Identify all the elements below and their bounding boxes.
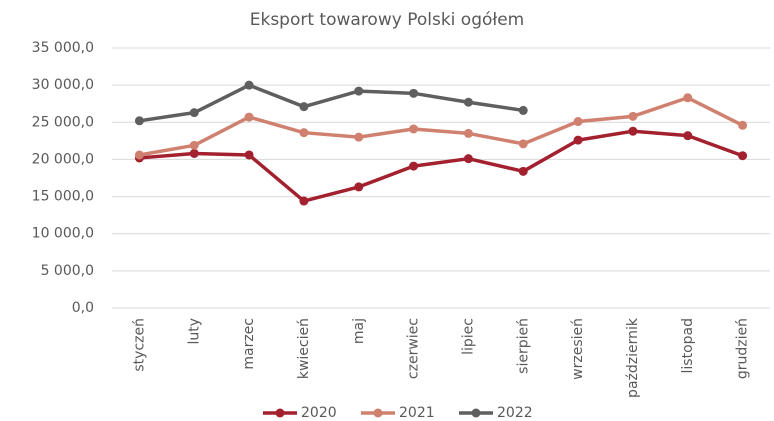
- legend-label: 2021: [399, 405, 435, 421]
- point: [409, 124, 419, 134]
- y-tick-label: 25 000,0: [32, 114, 94, 130]
- point: [299, 196, 309, 206]
- point: [189, 148, 199, 158]
- series-line: [139, 83, 524, 123]
- point: [354, 132, 364, 142]
- point: [683, 131, 693, 141]
- point: [134, 116, 144, 126]
- legend-label: 2022: [497, 405, 533, 421]
- point: [189, 140, 199, 150]
- point: [299, 128, 309, 138]
- point: [354, 86, 364, 96]
- chart-title: Eksport towarowy Polski ogółem: [250, 10, 525, 30]
- x-tick-label: sierpień: [515, 318, 531, 374]
- point: [738, 151, 748, 161]
- x-tick-label: wrzesień: [570, 318, 586, 380]
- point: [683, 93, 693, 103]
- y-tick-label: 10 000,0: [32, 226, 94, 242]
- y-tick-label: 5 000,0: [41, 263, 94, 279]
- point: [463, 154, 473, 164]
- legend-label: 2020: [301, 405, 337, 421]
- y-tick-label: 30 000,0: [32, 77, 94, 93]
- point: [354, 182, 364, 192]
- point: [409, 161, 419, 171]
- x-tick-label: listopad: [680, 318, 696, 373]
- x-tick-label: październik: [625, 317, 641, 398]
- point: [628, 126, 638, 136]
- point: [134, 150, 144, 160]
- y-tick-label: 15 000,0: [32, 189, 94, 205]
- point: [463, 97, 473, 107]
- x-tick-label: grudzień: [735, 318, 751, 379]
- legend-marker: [373, 408, 383, 418]
- point: [573, 117, 583, 127]
- point: [409, 88, 419, 98]
- point: [518, 105, 528, 115]
- y-tick-label: 0,0: [72, 300, 94, 316]
- y-tick-label: 35 000,0: [32, 40, 94, 56]
- series-line: [139, 129, 744, 203]
- x-tick-label: marzec: [241, 318, 257, 370]
- point: [518, 166, 528, 176]
- point: [628, 111, 638, 121]
- legend-marker: [275, 408, 285, 418]
- x-tick-label: styczeń: [131, 318, 147, 372]
- x-tick-label: maj: [351, 318, 367, 344]
- series-line: [139, 96, 744, 157]
- point: [573, 135, 583, 145]
- y-tick-label: 20 000,0: [32, 151, 94, 167]
- point: [189, 108, 199, 118]
- point: [299, 102, 309, 112]
- x-tick-label: kwiecień: [296, 318, 312, 379]
- x-tick-label: luty: [186, 318, 202, 345]
- point: [244, 150, 254, 160]
- x-tick-label: czerwiec: [406, 318, 422, 379]
- x-tick-label: lipiec: [460, 318, 476, 355]
- point: [518, 139, 528, 149]
- point: [463, 128, 473, 138]
- point: [244, 112, 254, 122]
- point: [738, 120, 748, 130]
- legend-marker: [471, 408, 481, 418]
- point: [244, 80, 254, 90]
